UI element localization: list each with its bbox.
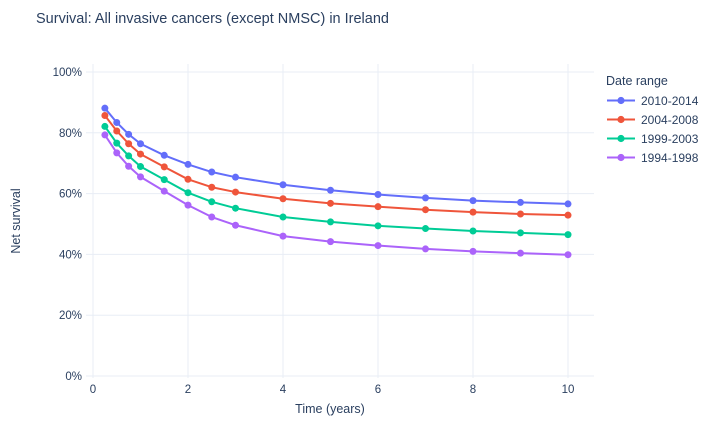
- x-tick-label: 6: [375, 384, 381, 396]
- data-point-2004-2008[interactable]: [374, 203, 382, 211]
- data-point-2010-2014[interactable]: [374, 191, 382, 199]
- data-point-1994-1998[interactable]: [517, 249, 524, 257]
- line-dot-marker-icon: [607, 96, 635, 105]
- legend-item-1999-2003[interactable]: 1999-2003: [606, 129, 712, 148]
- data-point-1994-1998[interactable]: [125, 162, 133, 170]
- chart-title: Survival: All invasive cancers (except N…: [36, 11, 389, 27]
- y-tick-label: 0%: [65, 371, 82, 383]
- data-point-1999-2003[interactable]: [160, 176, 168, 184]
- data-point-2004-2008[interactable]: [160, 163, 168, 171]
- data-point-1999-2003[interactable]: [184, 189, 192, 197]
- line-dot-marker-icon: [607, 134, 635, 143]
- series-line-1994-1998: [103, 133, 569, 256]
- data-point-1994-1998[interactable]: [208, 213, 216, 221]
- legend-item-label: 1999-2003: [641, 131, 699, 146]
- data-point-1999-2003[interactable]: [564, 231, 572, 239]
- y-tick-label: 100%: [53, 67, 82, 79]
- data-point-2004-2008[interactable]: [137, 150, 144, 158]
- series-line-1999-2003: [103, 125, 569, 236]
- data-point-2010-2014[interactable]: [125, 130, 133, 138]
- data-point-1999-2003[interactable]: [327, 218, 334, 226]
- x-tick-label: 0: [90, 384, 96, 396]
- data-point-1999-2003[interactable]: [137, 163, 144, 171]
- data-point-2004-2008[interactable]: [101, 111, 109, 119]
- data-point-2004-2008[interactable]: [279, 195, 287, 203]
- data-point-2010-2014[interactable]: [327, 186, 334, 194]
- data-point-1994-1998[interactable]: [137, 173, 144, 181]
- data-point-1994-1998[interactable]: [232, 221, 239, 229]
- data-point-2010-2014[interactable]: [469, 197, 477, 205]
- data-point-2010-2014[interactable]: [564, 200, 572, 208]
- legend-item-1994-1998[interactable]: 1994-1998: [606, 148, 712, 167]
- x-tick-label: 8: [470, 384, 476, 396]
- data-point-1999-2003[interactable]: [125, 152, 133, 160]
- legend-title: Date range: [606, 74, 668, 88]
- data-point-2010-2014[interactable]: [422, 194, 429, 202]
- legend-item-label: 2004-2008: [641, 112, 699, 127]
- x-tick-label: 2: [185, 384, 191, 396]
- y-tick-label: 20%: [59, 310, 82, 322]
- y-tick-label: 80%: [59, 128, 82, 140]
- data-point-1999-2003[interactable]: [374, 222, 382, 230]
- data-point-2010-2014[interactable]: [184, 160, 192, 168]
- data-point-2010-2014[interactable]: [101, 104, 109, 112]
- y-tick-label: 40%: [59, 249, 82, 261]
- line-dot-marker-icon: [607, 153, 635, 162]
- data-point-1999-2003[interactable]: [469, 227, 477, 235]
- data-point-2010-2014[interactable]: [137, 140, 144, 148]
- data-point-1994-1998[interactable]: [564, 251, 572, 259]
- y-tick-label: 60%: [59, 189, 82, 201]
- y-axis-title: Net survival: [9, 188, 23, 254]
- data-point-1999-2003[interactable]: [517, 229, 524, 237]
- data-point-2004-2008[interactable]: [422, 206, 429, 214]
- legend: Date range 2010-2014 2004-2008 1999-2003: [606, 74, 712, 167]
- data-point-2010-2014[interactable]: [517, 198, 524, 206]
- data-point-1999-2003[interactable]: [279, 213, 287, 221]
- data-point-2004-2008[interactable]: [113, 127, 121, 135]
- data-point-2010-2014[interactable]: [160, 151, 168, 159]
- line-dot-marker-icon: [607, 115, 635, 124]
- data-point-1999-2003[interactable]: [113, 139, 121, 147]
- x-axis-title: Time (years): [295, 402, 365, 416]
- legend-item-label: 2010-2014: [641, 93, 699, 108]
- data-point-2004-2008[interactable]: [184, 175, 192, 183]
- data-point-1994-1998[interactable]: [469, 247, 477, 255]
- data-point-1999-2003[interactable]: [101, 122, 109, 130]
- x-tick-label: 4: [280, 384, 287, 396]
- data-point-1994-1998[interactable]: [101, 131, 109, 139]
- data-point-2010-2014[interactable]: [279, 181, 287, 189]
- data-point-2010-2014[interactable]: [208, 168, 216, 176]
- data-point-2004-2008[interactable]: [125, 140, 133, 148]
- data-point-2004-2008[interactable]: [469, 208, 477, 216]
- series-line-2010-2014: [103, 107, 569, 205]
- data-point-1999-2003[interactable]: [422, 225, 429, 233]
- data-point-1994-1998[interactable]: [279, 232, 287, 240]
- data-point-1999-2003[interactable]: [208, 198, 216, 206]
- data-point-2004-2008[interactable]: [208, 183, 216, 191]
- data-point-1994-1998[interactable]: [113, 149, 121, 157]
- data-point-1994-1998[interactable]: [374, 242, 382, 250]
- series-line-2004-2008: [103, 114, 569, 217]
- data-point-2004-2008[interactable]: [327, 199, 334, 207]
- data-point-2004-2008[interactable]: [517, 210, 524, 218]
- data-point-1999-2003[interactable]: [232, 204, 239, 212]
- legend-item-2004-2008[interactable]: 2004-2008: [606, 110, 712, 129]
- data-point-1994-1998[interactable]: [327, 238, 334, 246]
- legend-item-label: 1994-1998: [641, 150, 699, 165]
- x-tick-label: 10: [562, 384, 575, 396]
- data-point-1994-1998[interactable]: [160, 187, 168, 195]
- data-point-2004-2008[interactable]: [232, 188, 239, 196]
- data-point-2010-2014[interactable]: [113, 118, 121, 126]
- data-point-2010-2014[interactable]: [232, 173, 239, 181]
- data-point-2004-2008[interactable]: [564, 211, 572, 219]
- data-point-1994-1998[interactable]: [184, 201, 192, 209]
- data-point-1994-1998[interactable]: [422, 245, 429, 253]
- legend-item-2010-2014[interactable]: 2010-2014: [606, 91, 712, 110]
